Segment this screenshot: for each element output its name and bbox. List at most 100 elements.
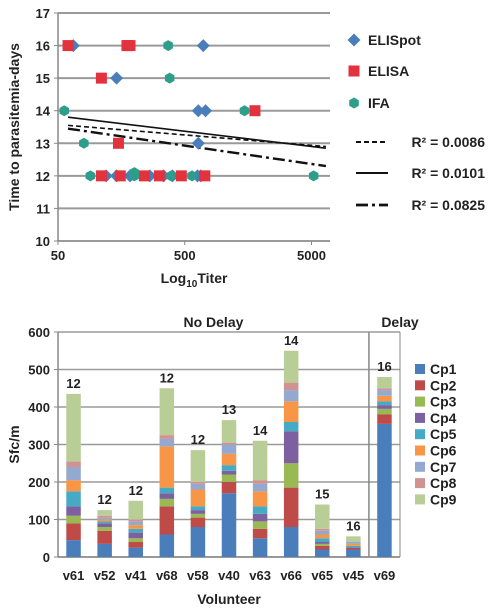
bar-segment — [283, 422, 299, 432]
bar-segment — [377, 408, 392, 415]
bar-top-label: 12 — [97, 492, 111, 507]
bar-segment — [346, 543, 361, 546]
x-axis-title-prefix: Log — [161, 270, 187, 286]
bar-segment — [221, 482, 237, 494]
bar-segment — [159, 493, 175, 499]
bar-segment — [221, 420, 237, 443]
x-axis-title-suffix: Titer — [197, 270, 228, 286]
x-axis-title: Log10Titer — [161, 270, 228, 290]
y-axis-title: Time to parasitemia-days — [6, 43, 22, 211]
bar-segment — [221, 493, 237, 557]
bar-segment — [315, 545, 330, 550]
bar-segment — [283, 382, 299, 391]
data-point — [187, 170, 197, 182]
bar-segment — [315, 504, 330, 529]
data-point — [164, 72, 175, 84]
bar-segment — [128, 547, 143, 557]
bar-segment — [66, 467, 81, 481]
data-point — [191, 136, 205, 150]
bar-segment — [221, 470, 237, 475]
data-point — [347, 33, 361, 47]
bar-segment — [283, 350, 299, 383]
bar-segment — [315, 534, 330, 539]
legend-label: Cp6 — [430, 443, 457, 459]
data-point — [112, 137, 124, 149]
y-tick-label: 11 — [36, 201, 50, 216]
bar-segment — [315, 549, 330, 557]
x-tick-label: v40 — [218, 568, 240, 583]
y-tick-label: 100 — [28, 513, 50, 528]
bar-segment — [252, 528, 268, 539]
legend-swatch — [415, 461, 425, 472]
bar-segment — [315, 538, 330, 542]
bar-top-label: 12 — [128, 483, 142, 498]
bar-segment — [66, 491, 81, 507]
bar-segment — [97, 530, 112, 544]
bar-segment — [66, 393, 81, 462]
bar-segment — [66, 461, 81, 467]
data-point — [308, 170, 319, 182]
bar-segment — [283, 390, 299, 402]
bar-top-label: 12 — [66, 376, 80, 391]
bar-segment — [97, 521, 112, 524]
data-point — [191, 104, 205, 118]
bar-segment — [190, 506, 206, 511]
x-tick-label: v63 — [249, 568, 271, 583]
bar-segment — [159, 506, 175, 535]
bar-top-label: 12 — [191, 432, 205, 447]
bar-segment — [97, 515, 112, 518]
legend-label: Cp5 — [430, 426, 457, 442]
bar-segment — [128, 528, 143, 533]
legend-label: ELISpot — [368, 32, 421, 48]
bar-segment — [283, 401, 299, 422]
y-tick-label: 300 — [28, 438, 50, 453]
x-tick-label: v65 — [311, 568, 333, 583]
legend-swatch — [415, 380, 425, 391]
x-tick-label: 500 — [174, 248, 196, 263]
bar-segment — [252, 480, 268, 484]
bar-segment — [221, 453, 237, 466]
bar-segment — [315, 528, 330, 531]
y-tick-label: 16 — [36, 39, 50, 54]
bar-segment — [346, 547, 361, 550]
bar-top-label: 14 — [253, 423, 268, 438]
x-tick-label: v69 — [374, 568, 396, 583]
bar-segment — [315, 542, 330, 544]
bar-segment — [252, 513, 268, 522]
bar-segment — [283, 431, 299, 464]
bar-segment — [159, 388, 175, 436]
bar-segment — [159, 487, 175, 494]
y-tick-label: 400 — [28, 400, 50, 415]
legend-label: Cp1 — [430, 361, 457, 377]
bar-segment — [97, 519, 112, 522]
legend-swatch — [415, 429, 425, 440]
y-tick-label: 17 — [36, 6, 50, 21]
data-point — [175, 170, 187, 182]
bar-segment — [190, 482, 206, 484]
data-point — [124, 40, 136, 52]
bar-segment — [252, 506, 268, 514]
legend-swatch — [415, 412, 425, 423]
bar-segment — [221, 474, 237, 482]
x-tick-label: v68 — [156, 568, 178, 583]
bar-top-label: 16 — [346, 518, 360, 533]
bar-segment — [221, 465, 237, 471]
stacked-bar-chart: 0 100 200 300 400 500 600 No Delay Delay 12 v61 12 v… — [6, 314, 457, 607]
bar-segment — [190, 513, 206, 518]
bar-segment — [66, 506, 81, 516]
x-tick-label: 5000 — [297, 248, 326, 263]
bar-segment — [190, 483, 206, 490]
bar-segment — [128, 532, 143, 539]
bar-segment — [315, 543, 330, 546]
data-point — [110, 71, 124, 85]
bar-top-label: 16 — [377, 359, 391, 374]
bar-segment — [97, 517, 112, 520]
y-tick-label: 600 — [28, 325, 50, 340]
bar-segment — [346, 542, 361, 544]
y-tick-label: 15 — [36, 71, 50, 86]
legend-label: Cp8 — [430, 475, 457, 491]
x-tick-label: 50 — [51, 248, 65, 263]
y-tick-label: 12 — [36, 169, 50, 184]
bar-segment — [377, 405, 392, 409]
y-tick-label: 0 — [43, 550, 50, 565]
